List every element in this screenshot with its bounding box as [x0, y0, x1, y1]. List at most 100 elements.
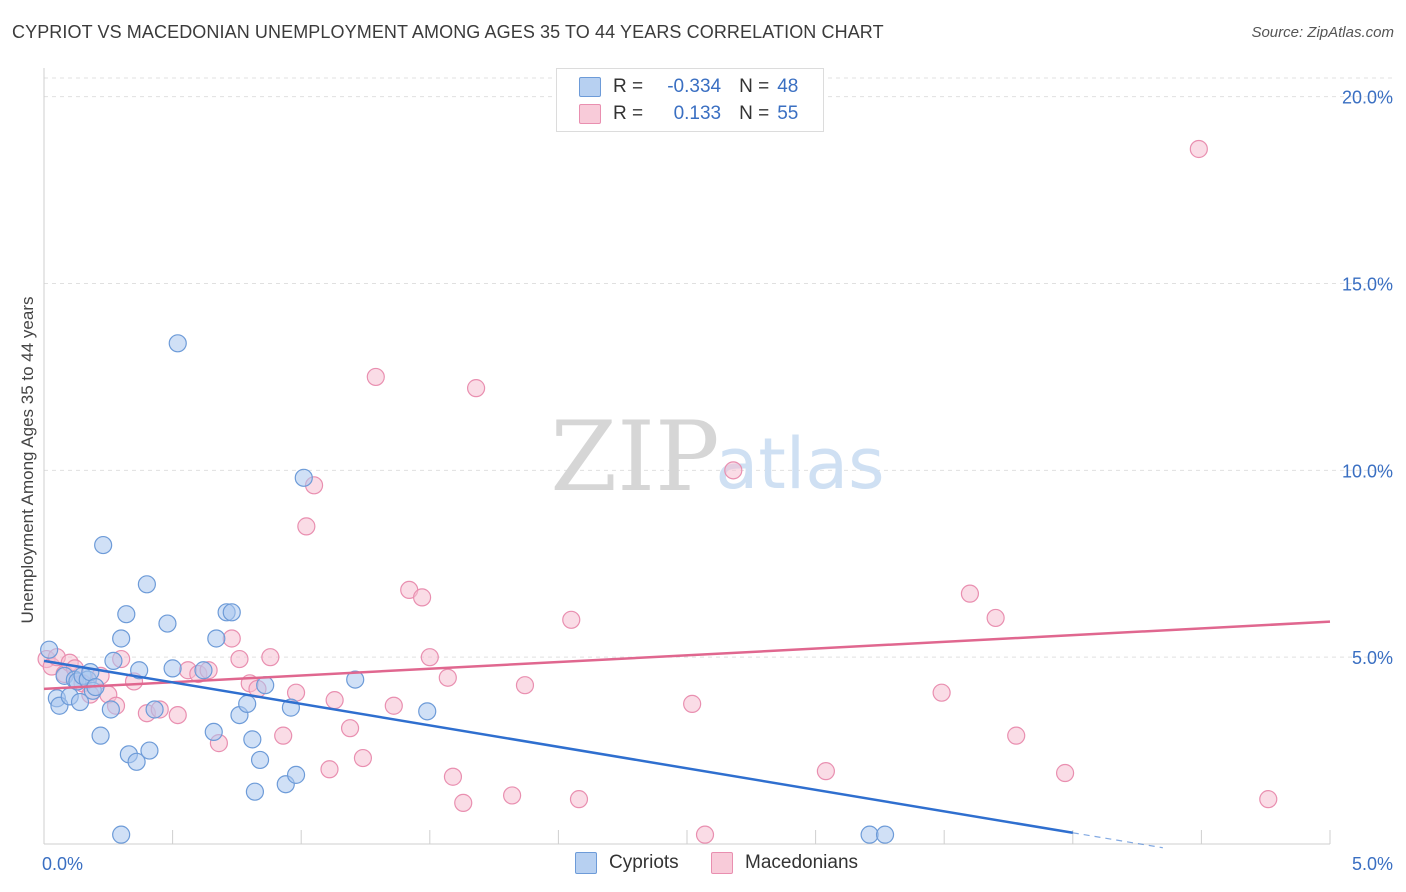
macedonians-point: [340, 719, 360, 738]
macedonians-point: [1055, 763, 1075, 783]
watermark-atlas: atlas: [715, 423, 884, 505]
series-legend: Cypriots Macedonians: [0, 852, 1406, 878]
cypriots-point: [140, 741, 159, 760]
cypriots-legend-swatch: [575, 852, 597, 874]
cypriots-trend-line: [43, 659, 1074, 835]
watermark: ZIP atlas: [550, 401, 884, 513]
cypriots-point: [418, 702, 437, 721]
cypriots-point: [137, 575, 156, 594]
cypriots-n-value: 48: [777, 76, 799, 97]
macedonians-point: [261, 648, 280, 667]
macedonians-legend-label: Macedonians: [745, 852, 859, 873]
macedonians-r-value: 0.133: [673, 103, 722, 124]
y-tick-label: 5.0%: [1352, 648, 1393, 668]
cypriots-point: [250, 750, 270, 770]
source-label: Source: ZipAtlas.com: [1251, 24, 1394, 41]
macedonians-point: [562, 610, 581, 629]
cypriots-swatch: [579, 77, 601, 97]
macedonians-n-label: N =: [739, 103, 770, 124]
cypriots-r-label: R =: [613, 76, 644, 97]
cypriots-point: [112, 825, 131, 844]
trend-lines: [43, 620, 1331, 849]
cypriots-point: [243, 730, 262, 749]
macedonians-trend-line: [43, 620, 1331, 691]
macedonians-point: [960, 584, 980, 603]
cypriots-point: [294, 468, 313, 487]
macedonians-point: [325, 691, 344, 710]
cypriots-point: [112, 629, 131, 648]
cypriots-point: [860, 825, 879, 844]
macedonians-legend-swatch: [711, 852, 733, 874]
cypriots-legend-label: Cypriots: [609, 852, 679, 873]
macedonians-point: [438, 668, 457, 687]
watermark-zip: ZIP: [550, 401, 719, 513]
macedonians-point: [569, 790, 589, 809]
x-tick-label: 0.0%: [42, 854, 83, 874]
macedonians-point: [816, 762, 835, 781]
axes: [43, 68, 1331, 845]
cypriots-n-label: N =: [739, 76, 770, 97]
macedonians-point: [230, 649, 249, 669]
macedonians-point: [932, 683, 951, 702]
cypriots-point: [70, 692, 90, 712]
cypriots-point: [245, 782, 265, 801]
macedonians-point: [515, 676, 535, 695]
cypriots-point: [127, 752, 146, 771]
y-tick-label: 10.0%: [1342, 461, 1393, 481]
cypriots-r-value: -0.334: [667, 76, 722, 97]
cypriots-point: [168, 334, 187, 353]
y-tick-label: 15.0%: [1342, 275, 1393, 295]
cypriots-point: [207, 629, 226, 648]
macedonians-point: [412, 588, 432, 607]
cypriots-point: [117, 605, 136, 624]
macedonians-point: [420, 648, 439, 667]
macedonians-point: [353, 748, 373, 768]
cypriots-point: [346, 670, 365, 689]
cypriots-point: [40, 640, 59, 659]
legend-item-cypriots[interactable]: Cypriots: [575, 852, 679, 874]
macedonians-point: [1007, 726, 1026, 745]
macedonians-point: [384, 696, 403, 715]
cypriots-trend-extension: [1072, 832, 1163, 849]
y-tick-label: 20.0%: [1342, 88, 1393, 108]
cypriots-point: [145, 700, 164, 719]
macedonians-swatch: [579, 104, 601, 124]
macedonians-point: [683, 694, 702, 713]
cypriots-point: [104, 651, 123, 671]
correlation-legend: R = -0.334 N = 48 R = 0.133 N = 55: [556, 68, 824, 132]
cypriots-point: [256, 676, 275, 695]
macedonians-point: [724, 461, 743, 480]
macedonians-point: [222, 629, 241, 648]
macedonians-point: [297, 517, 316, 536]
cypriots-point: [286, 765, 306, 784]
legend-item-macedonians[interactable]: Macedonians: [711, 852, 858, 874]
cypriots-point: [158, 614, 177, 633]
cypriots-point: [238, 694, 257, 713]
gridlines: [44, 77, 1392, 658]
macedonians-point: [986, 608, 1005, 628]
cypriots-point: [163, 659, 182, 678]
x-tick-label: 5.0%: [1352, 854, 1393, 874]
cypriots-point: [875, 825, 895, 844]
macedonians-point: [366, 367, 385, 387]
legend-row-macedonians: R = 0.133 N = 55: [579, 102, 798, 126]
macedonians-point: [466, 379, 486, 398]
macedonians-point: [1259, 790, 1278, 809]
cypriots-points: [40, 334, 895, 844]
cypriots-point: [130, 661, 149, 680]
cypriots-point: [101, 700, 120, 719]
cypriots-point: [91, 726, 110, 745]
cypriots-point: [204, 722, 223, 742]
macedonians-point: [454, 793, 473, 812]
macedonians-point: [1189, 139, 1208, 159]
macedonians-point: [320, 760, 339, 779]
legend-row-cypriots: R = -0.334 N = 48: [579, 75, 798, 99]
macedonians-r-label: R =: [613, 103, 644, 124]
cypriots-point: [194, 661, 213, 680]
macedonians-point: [443, 767, 463, 786]
macedonians-point: [168, 705, 187, 725]
cypriots-point: [94, 535, 113, 555]
macedonians-point: [695, 825, 715, 844]
macedonians-point: [503, 786, 522, 805]
